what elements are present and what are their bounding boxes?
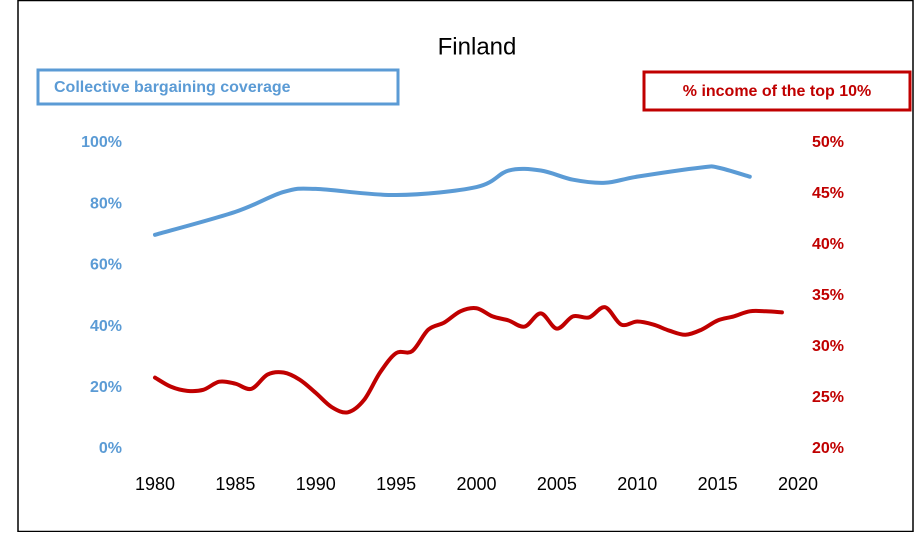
x-tick-label: 1990 — [296, 474, 336, 494]
x-tick-label: 2005 — [537, 474, 577, 494]
y-tick-label: 60% — [90, 257, 122, 274]
y-tick-label: 0% — [99, 440, 122, 457]
y-tick-label: 40% — [90, 318, 122, 335]
y2-tick-label: 45% — [812, 185, 844, 202]
x-tick-label: 2010 — [617, 474, 657, 494]
x-tick-label: 1985 — [215, 474, 255, 494]
y-tick-label: 20% — [90, 379, 122, 396]
x-tick-label: 2020 — [778, 474, 818, 494]
x-tick-label: 2015 — [698, 474, 738, 494]
y2-tick-label: 30% — [812, 338, 844, 355]
legend-box — [36, 68, 400, 106]
y2-tick-label: 20% — [812, 440, 844, 457]
y2-tick-label: 40% — [812, 236, 844, 253]
y-tick-label: 80% — [90, 195, 122, 212]
x-tick-label: 2000 — [456, 474, 496, 494]
legend-label: % income of the top 10% — [683, 83, 871, 100]
series-line — [153, 305, 784, 415]
legend-box — [642, 70, 912, 112]
y-tick-label: 100% — [81, 134, 122, 151]
chart-title: Finland — [438, 33, 517, 60]
legend-label: Collective bargaining coverage — [54, 79, 291, 96]
x-tick-label: 1995 — [376, 474, 416, 494]
x-tick-label: 1980 — [135, 474, 175, 494]
y2-tick-label: 50% — [812, 134, 844, 151]
y2-tick-label: 35% — [812, 287, 844, 304]
series-line — [153, 164, 752, 237]
y2-tick-label: 25% — [812, 389, 844, 406]
